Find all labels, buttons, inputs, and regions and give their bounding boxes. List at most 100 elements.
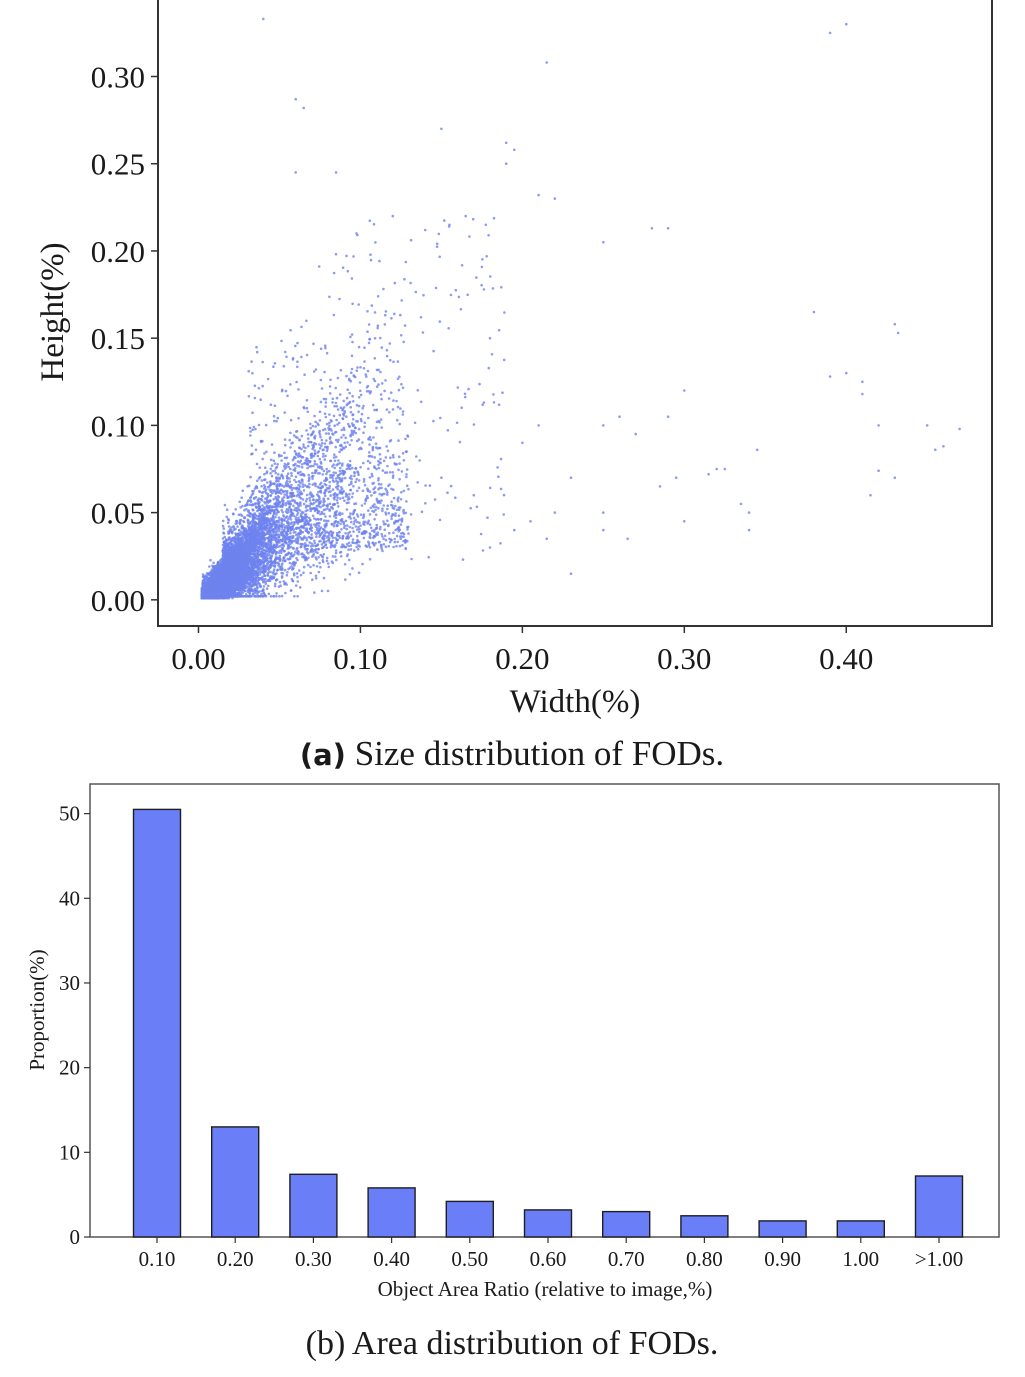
scatter-point [227,525,231,528]
scatter-point [278,554,282,558]
scatter-point [392,399,395,402]
scatter-point [269,472,272,475]
scatter-point [208,565,211,568]
scatter-point [278,518,281,522]
scatter-point [201,573,205,576]
scatter-point [221,524,225,528]
scatter-point [385,354,389,358]
scatter-point [344,578,347,581]
scatter-point [338,450,341,454]
scatter-point [320,442,324,445]
scatter-point [333,466,337,470]
scatter-point [290,474,294,478]
scatter-point [311,578,314,581]
scatter-point [315,535,318,539]
scatter-point [273,469,277,473]
scatter-point [357,473,360,477]
scatter-point [314,420,317,424]
scatter-point [260,494,264,498]
scatter-point [214,592,218,596]
scatter-point [313,541,317,545]
scatter-point [376,326,380,330]
scatter-point [214,567,217,570]
scatter-point [218,581,222,585]
scatter-point [218,573,222,576]
scatter-point [324,401,328,404]
scatter-point [236,525,239,528]
scatter-point [309,565,312,569]
scatter-point [289,522,293,525]
scatter-point [294,475,298,479]
scatter-point [207,573,211,576]
scatter-point [300,466,304,469]
scatter-point [209,581,212,585]
scatter-point [214,578,218,582]
scatter-point [351,492,355,495]
scatter-point [216,596,220,599]
scatter-point [203,579,206,582]
scatter-point [216,571,219,575]
scatter-point [217,590,220,593]
scatter-point [213,571,217,575]
scatter-point [298,586,302,589]
scatter-point [351,418,355,421]
scatter-point [336,376,340,380]
scatter-point [202,594,205,597]
scatter-point [320,387,324,390]
scatter-point [332,524,336,528]
scatter-point [362,477,366,481]
scatter-point [269,570,272,574]
scatter-point [304,500,308,503]
scatter-point [326,589,330,593]
scatter-point [328,421,331,425]
scatter-point [281,562,284,565]
scatter-point [294,584,298,587]
scatter-point [234,508,237,511]
scatter-point [240,496,243,500]
scatter-point [314,574,318,578]
scatter-point [218,559,222,562]
scatter-point [383,389,386,393]
scatter-point [324,405,327,408]
scatter-point [322,469,326,473]
scatter-point [274,471,278,475]
scatter-point [373,337,377,340]
scatter-point [218,585,222,589]
scatter-point [211,596,214,600]
scatter-point [302,489,306,492]
scatter-point [277,516,281,519]
scatter-point [325,546,329,549]
scatter-point [212,576,216,579]
scatter-point [329,476,332,479]
scatter-point [276,463,280,466]
scatter-point [205,582,208,586]
scatter-point [341,417,345,421]
scatter-point [342,406,346,409]
scatter-point [313,517,316,520]
scatter-point [258,512,261,515]
scatter-point [369,526,373,530]
scatter-point [201,596,205,600]
scatter-point [212,584,216,588]
scatter-point [306,444,310,448]
scatter-chart: 0.00 0.10 0.20 0.30 0.40 0.000.050.100.150.2… [35,0,993,773]
scatter-point [216,574,219,577]
scatter-point [289,531,292,535]
scatter-point [216,564,219,568]
scatter-point [208,596,211,600]
scatter-point [319,400,323,404]
scatter-point [213,588,217,592]
scatter-point [202,584,206,587]
scatter-point [318,446,322,450]
scatter-point [367,323,371,326]
scatter-point [212,561,215,565]
scatter-points [200,17,961,600]
scatter-point [324,415,328,419]
scatter-point [356,548,360,551]
scatter-point [283,451,286,455]
scatter-point [203,589,207,592]
scatter-point [388,342,392,345]
scatter-plot-frame [157,0,993,627]
scatter-point [345,527,349,531]
